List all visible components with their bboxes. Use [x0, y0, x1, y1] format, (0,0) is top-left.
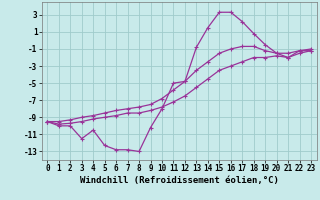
X-axis label: Windchill (Refroidissement éolien,°C): Windchill (Refroidissement éolien,°C) [80, 176, 279, 185]
